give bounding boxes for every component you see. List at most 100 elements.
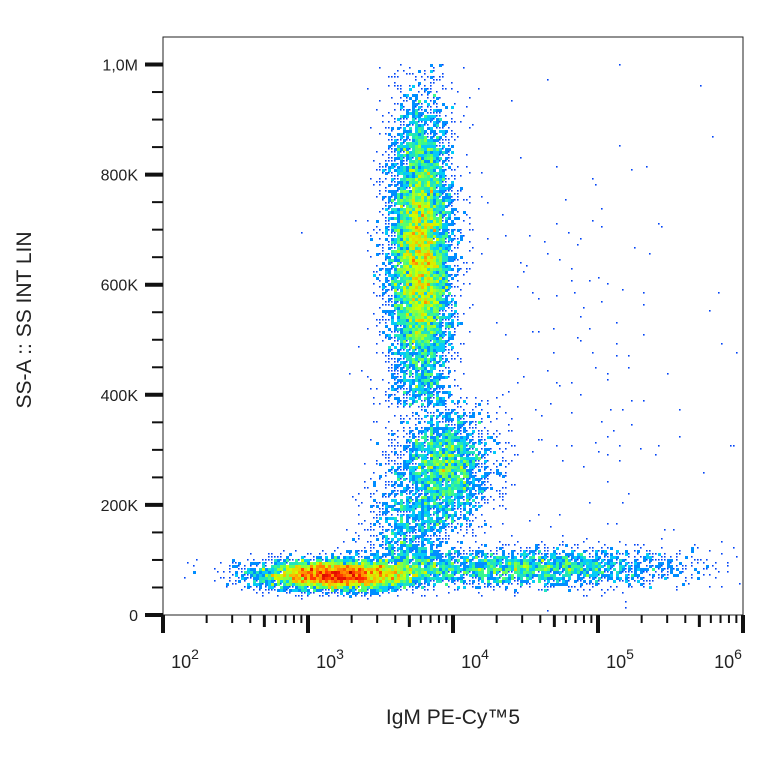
density-cell <box>490 559 493 562</box>
density-cell <box>430 496 433 499</box>
density-cell <box>451 568 454 571</box>
density-cell <box>646 166 648 168</box>
density-cell <box>451 451 454 454</box>
density-cell <box>400 208 403 211</box>
density-cell <box>382 553 385 556</box>
density-cell <box>307 574 310 577</box>
density-cell <box>406 139 408 141</box>
density-cell <box>445 88 447 90</box>
density-cell <box>412 133 415 136</box>
density-cell <box>481 514 483 516</box>
density-cell <box>448 421 450 423</box>
density-cell <box>400 370 403 373</box>
density-cell <box>337 568 340 571</box>
density-cell <box>424 151 427 154</box>
density-cell <box>427 493 429 495</box>
density-cell <box>433 568 436 571</box>
density-cell <box>595 442 597 444</box>
density-cell <box>427 481 430 484</box>
density-cell <box>388 388 390 390</box>
density-cell <box>430 208 433 211</box>
density-cell <box>430 460 433 463</box>
density-cell <box>490 553 493 556</box>
density-cell <box>664 553 666 555</box>
density-cell <box>364 574 367 577</box>
density-cell <box>433 202 436 205</box>
density-cell <box>478 433 480 435</box>
density-cell <box>418 547 421 550</box>
density-cell <box>400 238 403 241</box>
density-cell <box>409 463 411 465</box>
density-cell <box>400 295 403 298</box>
density-cell <box>415 280 418 283</box>
density-cell <box>397 175 399 177</box>
density-cell <box>463 424 465 426</box>
density-cell <box>442 238 445 241</box>
density-cell <box>361 565 364 568</box>
density-cell <box>478 454 480 456</box>
density-cell <box>430 478 433 481</box>
density-cell <box>421 325 424 328</box>
density-cell <box>403 127 406 130</box>
density-cell <box>469 172 471 174</box>
density-cell <box>454 514 457 517</box>
density-cell <box>397 187 400 190</box>
density-cell <box>409 142 412 145</box>
density-cell <box>361 559 364 562</box>
density-cell <box>385 313 387 315</box>
density-cell <box>403 472 406 475</box>
density-cell <box>472 262 474 264</box>
density-cell <box>316 559 319 562</box>
density-cell <box>376 226 378 228</box>
density-cell <box>418 175 421 178</box>
density-cell <box>433 445 436 448</box>
density-cell <box>619 445 621 447</box>
density-cell <box>415 196 418 199</box>
density-cell <box>421 367 424 370</box>
density-cell <box>433 223 436 226</box>
density-cell <box>388 268 391 271</box>
density-cell <box>460 511 462 513</box>
density-cell <box>415 481 418 484</box>
density-cell <box>607 283 609 285</box>
density-cell <box>406 229 409 232</box>
density-cell <box>454 313 456 315</box>
density-cell <box>400 64 402 66</box>
density-cell <box>478 460 480 462</box>
density-cell <box>376 253 379 256</box>
density-cell <box>487 415 490 418</box>
density-cell <box>577 244 579 246</box>
density-cell <box>418 136 421 139</box>
density-cell <box>442 103 445 106</box>
density-cell <box>523 553 526 556</box>
density-cell <box>430 139 433 142</box>
density-cell <box>526 556 528 558</box>
density-cell <box>457 430 460 433</box>
density-cell <box>418 238 421 241</box>
density-cell <box>484 574 487 577</box>
density-cell <box>454 169 456 171</box>
density-cell <box>451 478 454 481</box>
density-cell <box>298 559 300 561</box>
density-cell <box>430 319 433 322</box>
density-cell <box>400 400 402 402</box>
density-cell <box>448 352 450 354</box>
density-cell <box>625 571 627 573</box>
density-cell <box>403 118 405 120</box>
density-cell <box>382 181 384 183</box>
density-cell <box>436 184 439 187</box>
density-cell <box>331 562 334 565</box>
density-cell <box>406 163 408 165</box>
density-cell <box>391 268 393 270</box>
density-cell <box>427 388 430 391</box>
density-cell <box>457 211 459 213</box>
density-cell <box>445 268 448 271</box>
density-cell <box>433 553 436 556</box>
density-cell <box>442 352 444 354</box>
density-cell <box>391 196 393 198</box>
density-cell <box>403 283 406 286</box>
density-cell <box>415 241 418 244</box>
density-cell <box>403 466 406 469</box>
density-cell <box>439 139 441 141</box>
density-cell <box>676 559 678 561</box>
